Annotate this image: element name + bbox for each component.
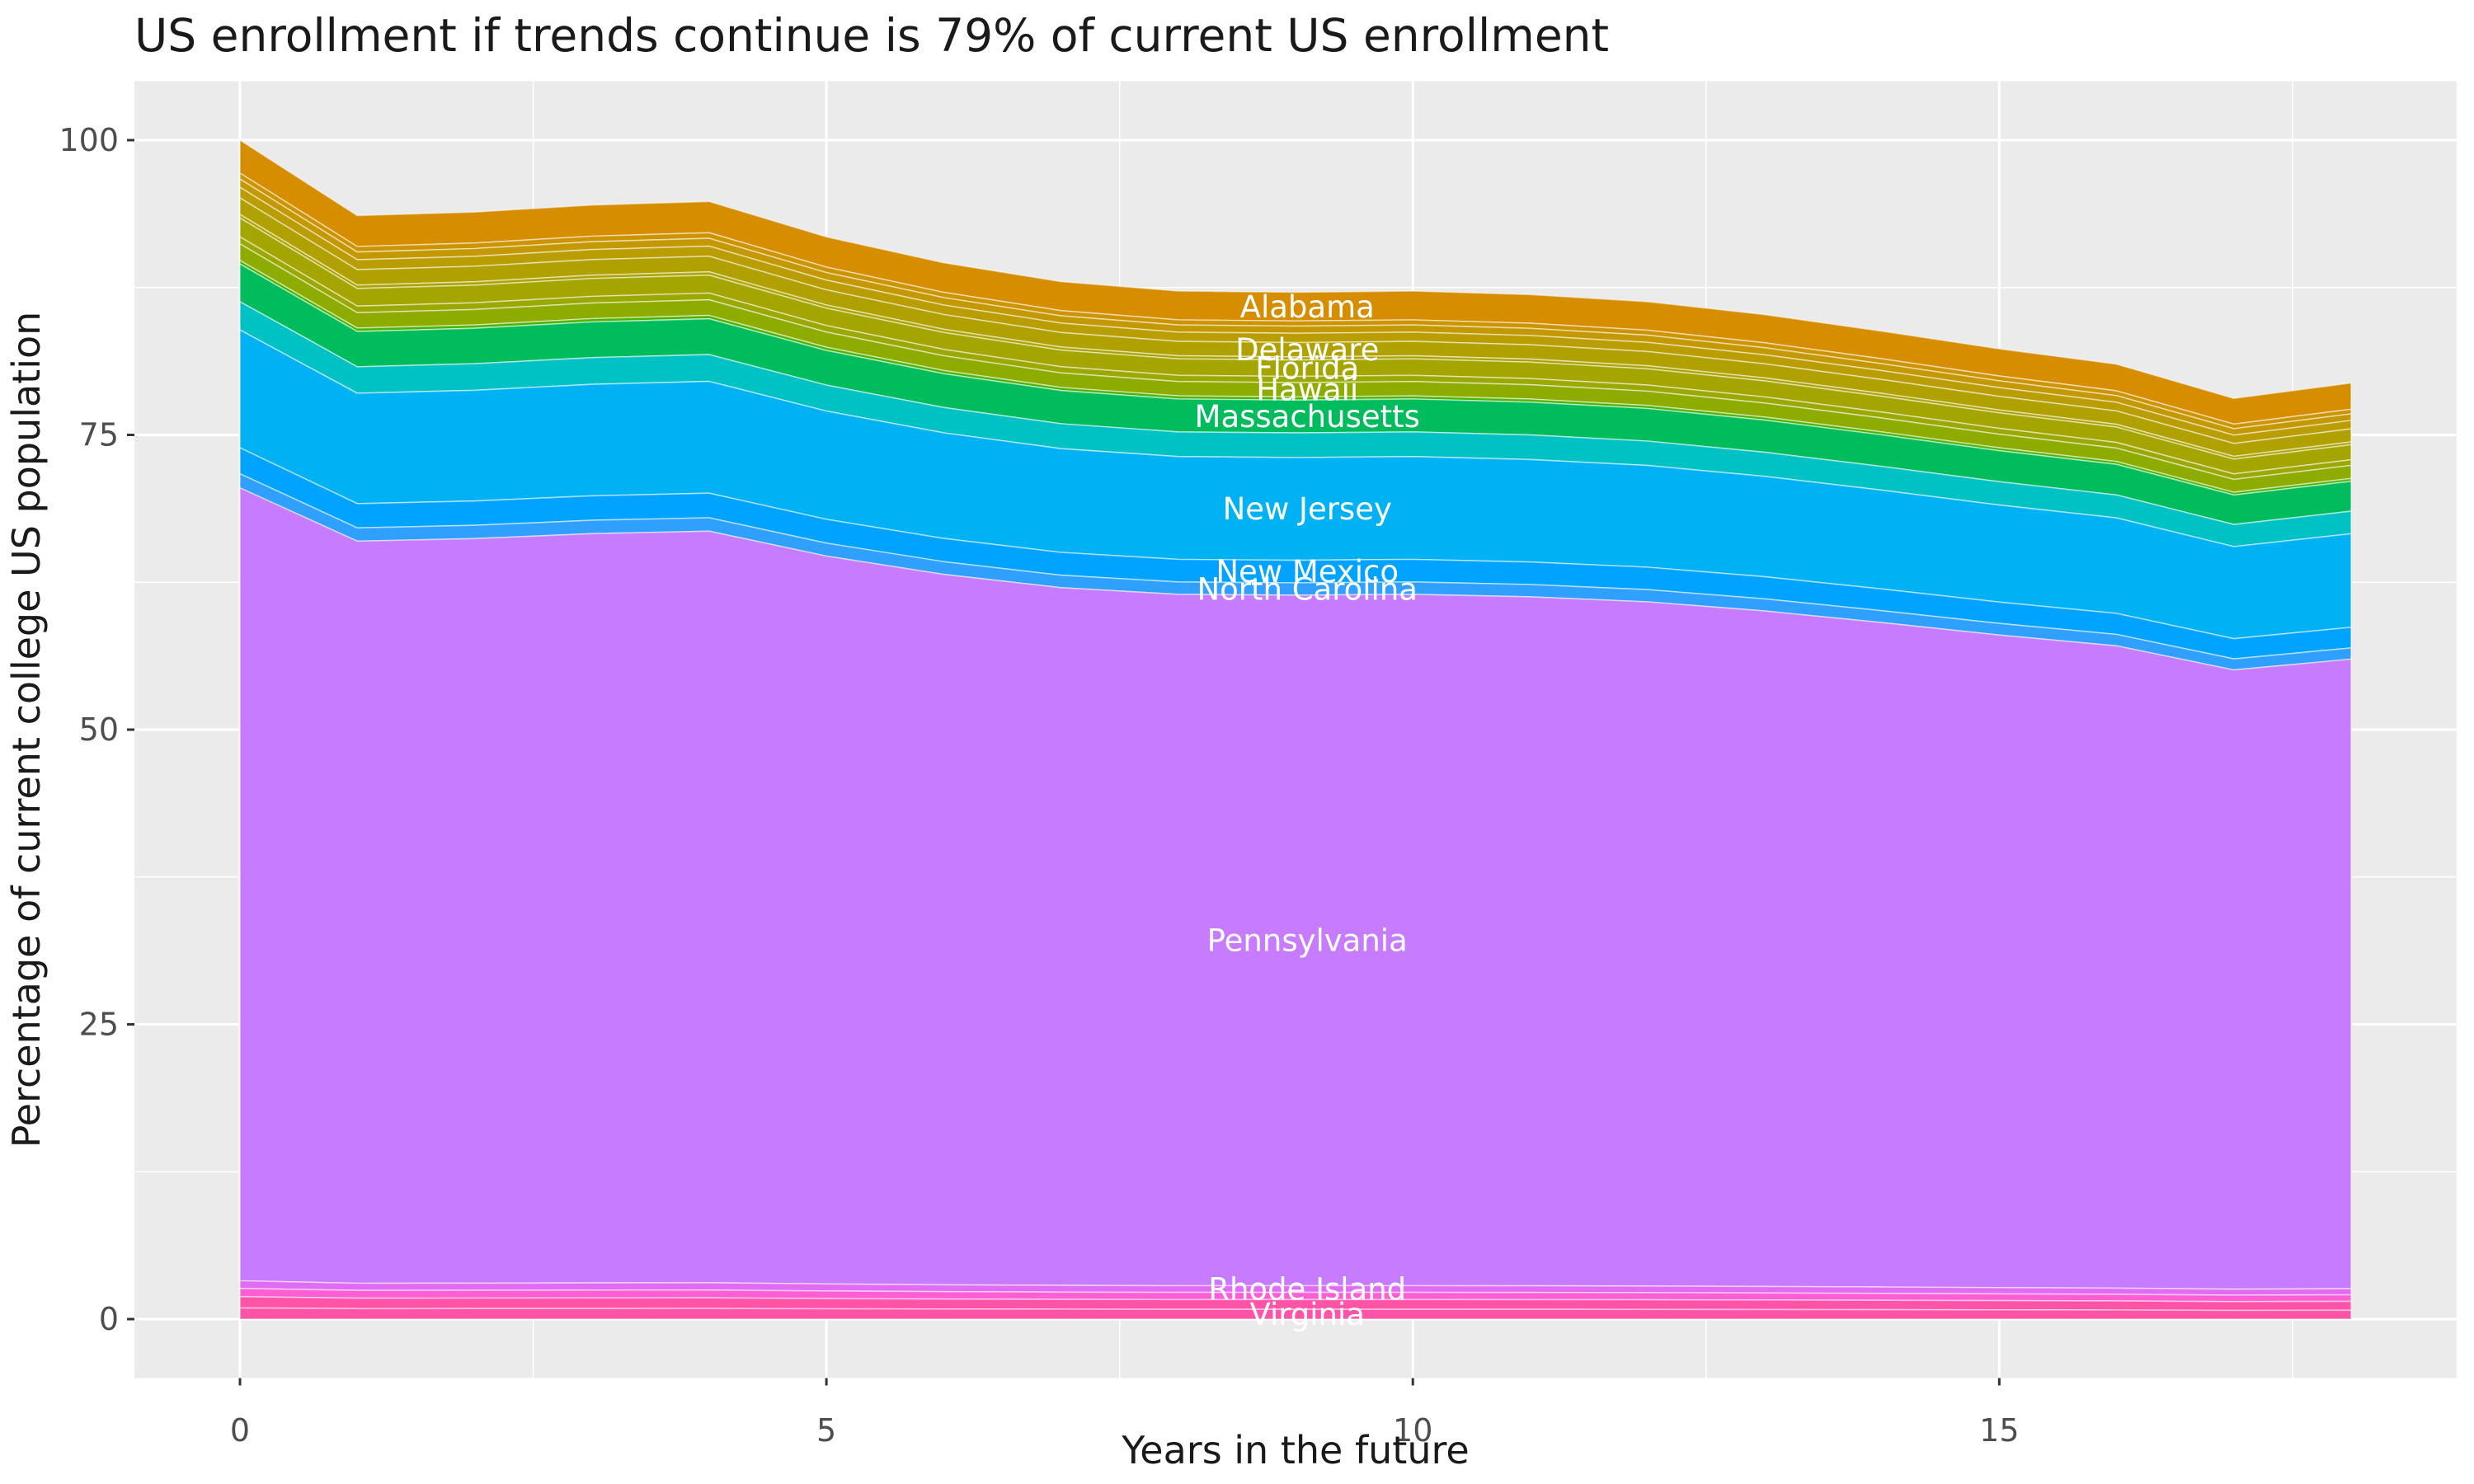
band-label-hawaii: Hawaii [1256,373,1358,408]
band-label-delaware: Delaware [1235,332,1379,368]
x-tick-label-15: 15 [1979,1412,2019,1449]
x-tick-label-0: 0 [230,1412,250,1449]
y-tick-label-50: 50 [79,711,119,748]
y-tick-label-25: 25 [79,1007,119,1043]
plot-title: US enrollment if trends continue is 79% … [134,9,1609,62]
band-label-rhode-island: Rhode Island [1208,1272,1406,1308]
band-label-new-jersey: New Jersey [1223,491,1392,527]
band-label-alabama: Alabama [1240,289,1375,325]
x-tick-label-5: 5 [816,1412,836,1449]
y-tick-label-75: 75 [79,417,119,453]
band-label-new-mexico: New Mexico [1216,554,1399,589]
y-tick-label-0: 0 [99,1301,119,1337]
panel-layer: 0 5 10 15 0 25 50 75 100 Alabama DelawareFloridaHa… [59,81,2457,1449]
area-virginia [239,1307,2352,1320]
band-label-massachusetts: Massachusetts [1195,399,1420,434]
band-label-pennsylvania: Pennsylvania [1207,923,1408,959]
band-label-virginia: Virginia [1249,1297,1365,1332]
x-axis-title: Years in the future [1121,1428,1469,1472]
y-tick-label-100: 100 [59,122,119,158]
y-axis-title: Percentage of current college US populat… [4,312,49,1148]
x-tick-label-10: 10 [1393,1412,1432,1449]
band-label-north-carolina: North Carolina [1197,571,1417,607]
band-label-florida: Florida [1255,351,1359,387]
